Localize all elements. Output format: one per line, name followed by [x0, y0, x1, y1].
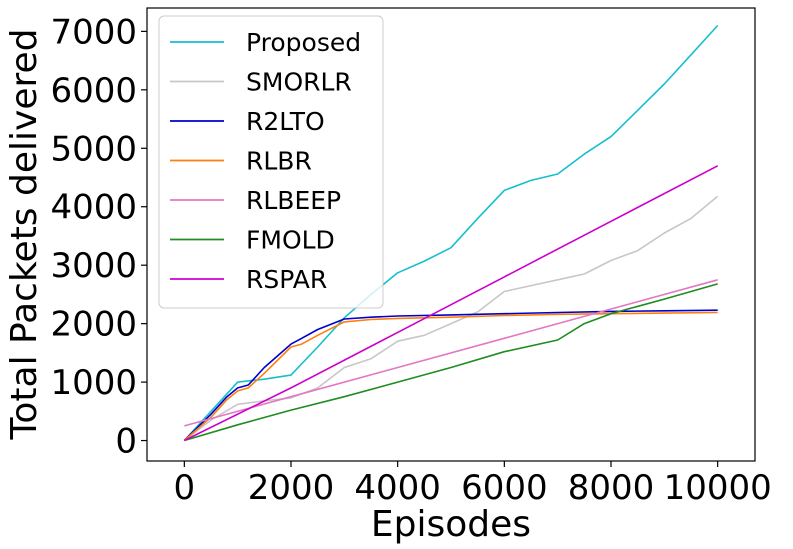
series-line-fmold — [184, 283, 718, 442]
legend-label-rspar: RSPAR — [246, 265, 327, 294]
legend: Proposed SMORLR R2LTO RLBR RLBEEP FMOLD RSPAR — [158, 15, 384, 309]
y-tick-label: 4000 — [50, 188, 137, 228]
series-line-proposed — [183, 24, 719, 442]
legend-frame — [158, 15, 384, 309]
series-line-rlbeep — [184, 279, 718, 427]
y-tick-label: 5000 — [50, 129, 137, 169]
y-tick-label: 3000 — [50, 246, 137, 286]
series-line-rlbr — [183, 311, 718, 442]
y-tick-label: 6000 — [50, 71, 137, 111]
y-tick-label: 2000 — [50, 305, 137, 345]
y-tick-label: 0 — [115, 422, 137, 462]
legend-label-smorlr: SMORLR — [246, 68, 352, 97]
y-tick-label: 7000 — [50, 12, 137, 52]
legend-label-rlbeep: RLBEEP — [246, 186, 341, 215]
legend-label-rlbr: RLBR — [246, 147, 312, 176]
plot-frame — [146, 7, 756, 462]
legend-label-r2lto: R2LTO — [246, 107, 325, 136]
y-axis-title: Total Packets delivered — [4, 29, 45, 441]
x-tick-label: 4000 — [354, 468, 441, 508]
ticks-layer: 0 2000 4000 6000 8000 10000 0 1000 2000 3000 4000 5… — [50, 12, 771, 508]
x-tick-label: 8000 — [568, 468, 655, 508]
x-tick-label: 10000 — [664, 468, 772, 508]
x-tick-label: 0 — [174, 468, 196, 508]
legend-label-proposed: Proposed — [246, 28, 361, 57]
series-line-smorlr — [183, 195, 719, 442]
x-tick-label: 6000 — [461, 468, 548, 508]
series-line-r2lto — [183, 309, 718, 442]
x-tick-label: 2000 — [248, 468, 335, 508]
x-axis-title: Episodes — [371, 504, 531, 545]
series-layer — [183, 24, 719, 442]
y-tick-label: 1000 — [50, 363, 137, 403]
series-line-rspar — [183, 165, 719, 442]
legend-label-fmold: FMOLD — [246, 226, 335, 255]
